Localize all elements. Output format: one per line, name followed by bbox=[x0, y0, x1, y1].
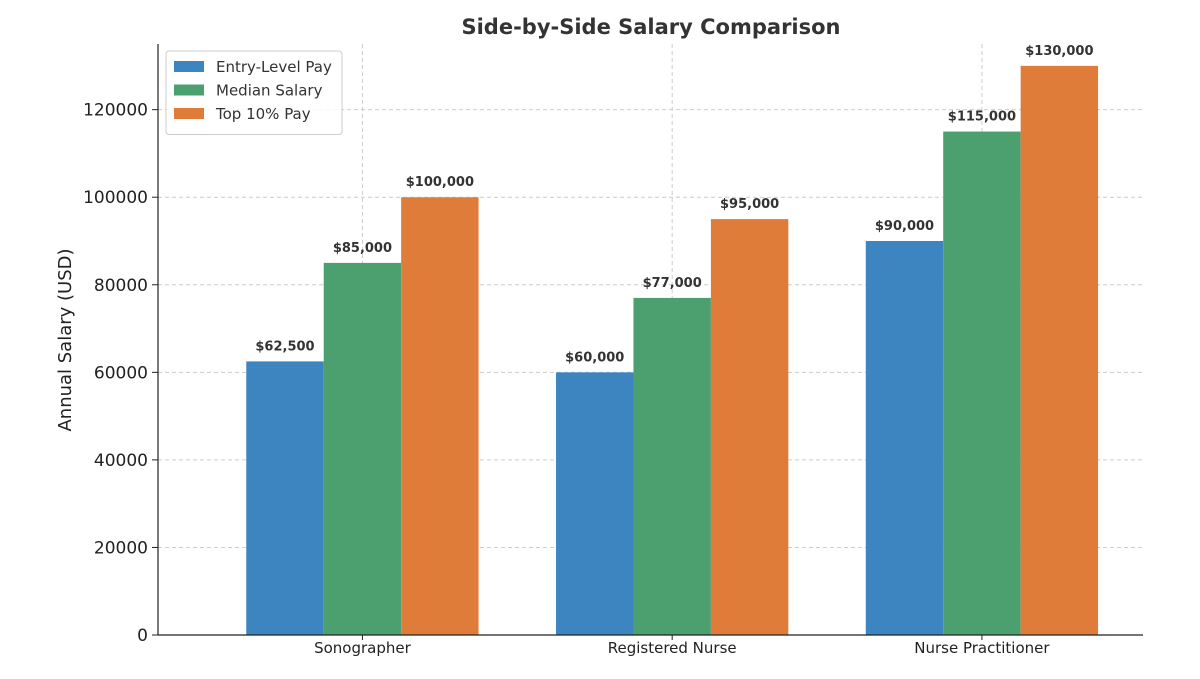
bar-median-salary-nurse-practitioner bbox=[943, 131, 1021, 636]
bar-top-10-pay-sonographer bbox=[401, 197, 479, 635]
bar-top-10-pay-nurse-practitioner bbox=[1020, 65, 1099, 635]
bar-median-salary-registered-nurse bbox=[633, 297, 711, 635]
data-label: $77,000 bbox=[643, 276, 702, 291]
data-label: $130,000 bbox=[1025, 44, 1093, 59]
data-label: $95,000 bbox=[720, 197, 779, 212]
legend-box bbox=[165, 50, 343, 135]
data-label: $115,000 bbox=[948, 110, 1016, 125]
bar-entry-level-pay-nurse-practitioner bbox=[865, 241, 944, 635]
chart-title: Side-by-Side Salary Comparison bbox=[461, 15, 840, 39]
data-label: $60,000 bbox=[565, 350, 624, 365]
legend-swatch bbox=[174, 108, 204, 119]
x-tick-label: Nurse Practitioner bbox=[914, 639, 1050, 657]
bar-median-salary-sonographer bbox=[323, 262, 402, 635]
bar-top-10-pay-registered-nurse bbox=[710, 219, 789, 635]
legend-label: Median Salary bbox=[216, 82, 323, 100]
legend-label: Top 10% Pay bbox=[215, 105, 311, 123]
legend-label: Entry-Level Pay bbox=[216, 58, 332, 76]
y-tick-label: 60000 bbox=[94, 363, 148, 383]
bars bbox=[246, 65, 1099, 636]
y-tick-label: 100000 bbox=[83, 188, 148, 208]
bar-entry-level-pay-registered-nurse bbox=[556, 372, 634, 635]
data-label: $90,000 bbox=[875, 219, 934, 234]
x-tick-label: Registered Nurse bbox=[608, 639, 737, 657]
tick-labels: 0 20000 40000 60000 80000 100000 120000 Sonogra… bbox=[83, 101, 1050, 657]
legend-swatch bbox=[174, 84, 204, 96]
x-tick-label: Sonographer bbox=[314, 639, 412, 657]
y-tick-label: 20000 bbox=[94, 538, 148, 558]
axes bbox=[152, 44, 1143, 640]
data-label: $100,000 bbox=[406, 175, 474, 190]
y-tick-label: 120000 bbox=[83, 101, 148, 121]
y-axis-label: Annual Salary (USD) bbox=[55, 248, 76, 431]
legend-swatch bbox=[174, 61, 204, 72]
bar-entry-level-pay-sonographer bbox=[246, 361, 324, 635]
y-tick-label: 0 bbox=[137, 626, 148, 646]
legend: Entry-Level Pay Median Salary Top 10% Pay bbox=[165, 50, 343, 135]
y-tick-label: 80000 bbox=[94, 276, 148, 296]
data-label: $85,000 bbox=[333, 241, 392, 256]
y-tick-label: 40000 bbox=[94, 451, 148, 471]
data-label: $62,500 bbox=[255, 339, 314, 354]
data-labels: $62,500 $60,000 $90,000 $85,000 $77,000 $115,… bbox=[255, 44, 1093, 365]
